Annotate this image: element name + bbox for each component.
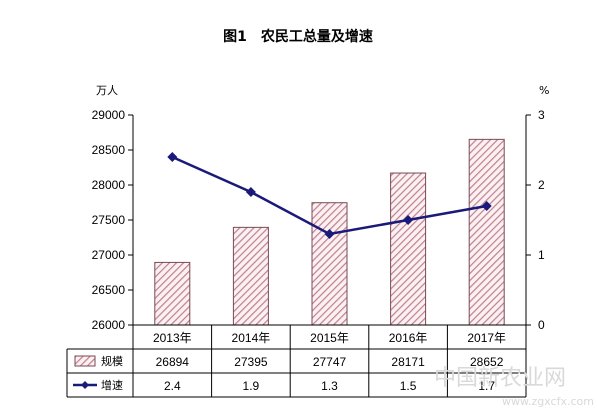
right-axis-tick-label: 1 [538,248,545,262]
left-axis-unit: 万人 [96,84,118,97]
growth-marker [403,215,414,225]
growth-marker [324,229,335,239]
plot-area: 26000 26500 27000 27500 28000 28500 29000 0 1 2 3 [92,108,545,332]
left-axis-tick-label: 28500 [92,143,126,157]
right-axis-tick-label: 3 [538,108,545,122]
table-cell: 26894 [156,355,190,369]
left-axis-tick-label: 27500 [92,213,126,227]
table-cell: 1.9 [243,379,260,393]
x-axis-category-label: 2016年 [389,331,428,345]
right-axis-tick-label: 2 [538,178,545,192]
legend-swatch-bar [74,355,96,367]
bar [232,226,269,326]
bar [154,261,191,326]
growth-marker [245,187,256,197]
right-axis-unit: % [539,84,549,97]
legend-swatch-marker [81,381,89,389]
bar [468,138,505,326]
x-axis-category-label: 2017年 [467,331,506,345]
x-axis-category-label: 2013年 [153,331,192,345]
bar [390,172,427,326]
table-cell: 1.7 [478,379,495,393]
growth-marker [167,152,178,162]
watermark-cn: 中国新农业网 [434,366,566,391]
table-cell: 28171 [391,355,425,369]
left-axis-tick-label: 29000 [92,108,126,122]
table-cell: 27395 [234,355,268,369]
left-axis-tick-label: 26000 [92,318,126,332]
legend-label: 规模 [101,354,123,368]
legend-label: 增速 [101,378,123,392]
x-axis-category-label: 2015年 [310,331,349,345]
chart-title: 图1 农民工总量及增速 [223,28,373,45]
bar [311,202,348,326]
right-axis-tick-label: 0 [538,318,545,332]
left-axis-tick-label: 27000 [92,248,126,262]
left-axis-tick-label: 26500 [92,283,126,297]
table-cell: 28652 [470,355,504,369]
watermark: 中国新农业网 www.zgxcfx.com [434,366,594,408]
table-cell: 1.3 [321,379,338,393]
watermark-url: www.zgxcfx.com [502,395,594,408]
table-cell: 2.4 [164,379,181,393]
left-axis-tick-label: 28000 [92,178,126,192]
growth-marker [481,201,492,211]
table-cell: 1.5 [400,379,417,393]
table-cell: 27747 [313,355,347,369]
x-axis-category-label: 2014年 [232,331,271,345]
